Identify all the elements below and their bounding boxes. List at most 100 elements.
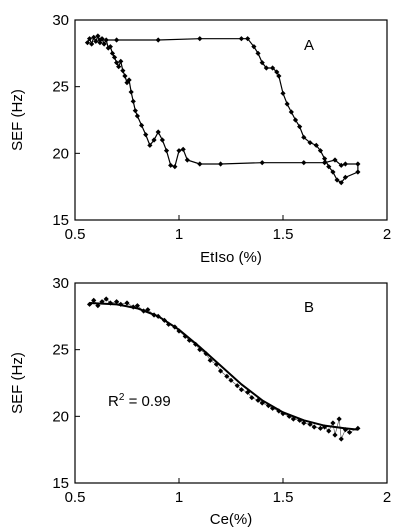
- data-point: [147, 142, 153, 148]
- data-point: [342, 427, 348, 433]
- panel-b-ticks: 0.5 1 1.5 2 15 20 25 30: [52, 275, 391, 506]
- data-point: [101, 41, 107, 47]
- data-point: [103, 37, 109, 43]
- data-point: [172, 164, 178, 170]
- data-point: [280, 90, 286, 96]
- panel-a-y-tick-label: 20: [52, 145, 69, 162]
- data-point: [301, 134, 307, 140]
- data-point: [91, 297, 97, 303]
- data-point: [286, 413, 292, 419]
- data-point: [114, 37, 120, 43]
- data-point: [97, 37, 103, 43]
- data-point: [338, 436, 344, 442]
- data-point: [317, 425, 324, 431]
- data-point: [234, 383, 240, 389]
- data-point: [259, 160, 265, 166]
- data-point: [238, 36, 244, 42]
- data-point: [103, 296, 109, 302]
- panel-a-x-tick-label: 1: [175, 226, 183, 243]
- data-point: [99, 299, 105, 305]
- r-squared-annotation: R2 = 0.99: [108, 392, 171, 410]
- panel-a-x-tick-label: 2: [383, 226, 391, 243]
- panel-a-y-axis-label: SEF (Hz): [9, 89, 26, 151]
- data-point: [197, 161, 203, 167]
- data-point: [128, 89, 134, 95]
- data-point: [95, 33, 101, 39]
- data-point: [97, 40, 103, 46]
- panel-b-marks: [86, 296, 361, 442]
- data-point: [346, 429, 353, 435]
- data-point: [307, 140, 313, 146]
- data-point: [218, 368, 224, 374]
- data-point: [292, 117, 299, 123]
- data-point: [255, 397, 261, 403]
- data-point: [111, 54, 118, 60]
- panel-a-marks: [84, 33, 361, 186]
- data-point: [255, 50, 261, 56]
- data-point: [89, 41, 95, 47]
- data-point: [332, 157, 338, 163]
- data-point: [138, 122, 145, 128]
- panel-a-ticks: 0.5 1 1.5 2 15 20 25 30: [52, 12, 391, 243]
- data-point: [270, 65, 276, 71]
- panel-b-x-tick-label: 0.5: [65, 489, 86, 506]
- data-point: [124, 300, 130, 306]
- data-point: [120, 68, 126, 74]
- trajectory-line: [86, 34, 359, 184]
- panel-a: 0.5 1 1.5 2 15 20 25 30 A EtIso (%) SEF (Hz): [9, 12, 391, 266]
- data-point: [338, 180, 344, 186]
- fit-curve: [89, 302, 358, 431]
- data-point: [276, 73, 282, 79]
- data-point: [301, 420, 307, 426]
- data-point: [197, 36, 203, 42]
- data-point: [155, 129, 161, 135]
- data-point: [130, 98, 136, 104]
- data-point: [301, 160, 307, 166]
- data-point: [274, 69, 280, 75]
- data-point: [122, 73, 128, 79]
- data-point: [213, 361, 220, 367]
- panel-a-y-tick-label: 15: [52, 212, 69, 229]
- panel-b-x-tick-label: 1.5: [273, 489, 294, 506]
- data-point: [126, 77, 132, 83]
- panel-a-letter: A: [304, 37, 314, 54]
- data-point: [270, 405, 276, 411]
- data-point: [330, 169, 336, 175]
- data-point: [259, 60, 265, 66]
- panel-a-x-axis-label: EtIso (%): [200, 249, 262, 266]
- data-point: [322, 160, 328, 166]
- data-point: [86, 36, 93, 42]
- data-point: [84, 40, 91, 46]
- data-point: [224, 373, 230, 379]
- data-point: [326, 164, 332, 170]
- data-point: [114, 299, 120, 305]
- panel-a-y-tick-label: 30: [52, 12, 69, 29]
- data-point: [118, 58, 124, 64]
- data-point: [330, 420, 336, 426]
- data-point: [163, 148, 170, 154]
- plot-frame-a: [74, 19, 388, 221]
- data-point: [251, 44, 257, 50]
- data-point: [307, 421, 313, 427]
- panel-b-x-tick-label: 1: [175, 489, 183, 506]
- data-point: [107, 44, 113, 50]
- data-point: [93, 38, 99, 44]
- data-point: [86, 301, 93, 307]
- panel-b-y-tick-label: 20: [52, 408, 69, 425]
- data-point: [322, 156, 328, 162]
- data-point: [355, 161, 361, 167]
- panel-b-x-tick-label: 2: [383, 489, 391, 506]
- data-point: [145, 307, 151, 313]
- data-point: [134, 113, 140, 119]
- data-point: [186, 337, 192, 343]
- panel-b-y-axis-label: SEF (Hz): [9, 352, 26, 414]
- data-point: [342, 161, 348, 167]
- data-point: [116, 64, 122, 70]
- data-point: [288, 109, 294, 115]
- data-point: [159, 137, 165, 143]
- data-point: [245, 36, 251, 42]
- data-point: [134, 303, 140, 309]
- plot-frame-b: [74, 282, 388, 484]
- data-point: [263, 65, 269, 71]
